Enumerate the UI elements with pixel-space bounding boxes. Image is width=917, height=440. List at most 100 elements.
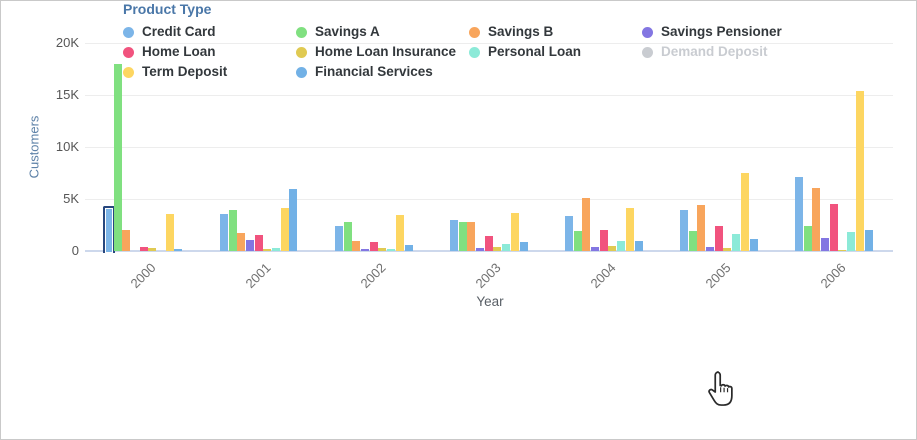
legend-dot-icon (296, 46, 307, 58)
bar-financial-services-2002[interactable] (404, 244, 413, 251)
hand-pointer-icon (704, 370, 739, 416)
legend-dot-icon (123, 46, 134, 58)
bar-term-deposit-2003[interactable] (510, 212, 519, 251)
bar-financial-services-2006[interactable] (864, 230, 873, 251)
bar-savings-pensioner-2003[interactable] (476, 247, 484, 251)
x-tick-label-2004: 2004 (587, 260, 619, 292)
bar-credit-card-2005[interactable] (679, 210, 688, 251)
bar-home-loan-2001[interactable] (254, 235, 263, 251)
bar-financial-services-2003[interactable] (519, 241, 528, 251)
bar-personal-loan-2003[interactable] (502, 243, 511, 251)
bar-savings-a-2000[interactable] (113, 63, 122, 251)
legend-dot-icon (642, 26, 653, 38)
bar-credit-card-2001[interactable] (219, 213, 228, 251)
y-gridline (85, 95, 893, 96)
bar-home-loan-insurance-2000[interactable] (148, 248, 157, 251)
legend-item-label: Home Loan (142, 44, 216, 59)
legend-item-label: Credit Card (142, 24, 216, 39)
bar-savings-a-2004[interactable] (573, 231, 582, 251)
bar-home-loan-insurance-2006[interactable] (838, 250, 847, 251)
bar-savings-pensioner-2002[interactable] (361, 248, 369, 251)
bar-savings-pensioner-2005[interactable] (706, 246, 714, 251)
bar-credit-card-2002[interactable] (334, 226, 343, 251)
bar-home-loan-2000[interactable] (139, 246, 148, 251)
bar-home-loan-2004[interactable] (599, 230, 608, 251)
bar-term-deposit-2004[interactable] (625, 208, 634, 251)
bar-credit-card-2004[interactable] (564, 215, 573, 251)
legend-item-savings-b[interactable]: Savings B (469, 25, 642, 39)
bar-home-loan-2003[interactable] (484, 236, 493, 251)
bar-home-loan-insurance-2003[interactable] (493, 246, 502, 251)
bar-home-loan-insurance-2005[interactable] (723, 247, 732, 251)
legend-item-term-deposit[interactable]: Term Deposit (123, 65, 296, 79)
y-gridline (85, 199, 893, 200)
bar-savings-b-2002[interactable] (352, 241, 361, 251)
legend-item-financial-services[interactable]: Financial Services (296, 65, 469, 79)
legend-title: Product Type (123, 1, 212, 17)
x-tick-label-2005: 2005 (702, 260, 734, 292)
bar-term-deposit-2001[interactable] (280, 208, 289, 251)
legend-dot-icon (123, 26, 134, 38)
bar-home-loan-insurance-2004[interactable] (608, 245, 617, 251)
bar-savings-b-2004[interactable] (582, 198, 591, 251)
legend-item-label: Term Deposit (142, 64, 228, 79)
bar-savings-a-2006[interactable] (803, 226, 812, 251)
bar-personal-loan-2004[interactable] (617, 240, 626, 251)
y-gridline (85, 147, 893, 148)
bar-savings-a-2005[interactable] (688, 231, 697, 251)
legend-item-home-loan-insurance[interactable]: Home Loan Insurance (296, 45, 469, 59)
x-tick-label-2002: 2002 (357, 260, 389, 292)
legend-item-savings-pensioner[interactable]: Savings Pensioner (642, 25, 916, 39)
legend-item-label: Demand Deposit (661, 44, 768, 59)
y-tick-label: 5K (63, 191, 79, 206)
legend-dot-icon (123, 66, 134, 78)
legend-item-savings-a[interactable]: Savings A (296, 25, 469, 39)
x-tick-label-2006: 2006 (817, 260, 849, 292)
bar-savings-b-2000[interactable] (122, 230, 131, 251)
legend-item-home-loan[interactable]: Home Loan (123, 45, 296, 59)
bar-financial-services-2001[interactable] (289, 188, 298, 251)
bar-savings-a-2001[interactable] (228, 210, 237, 251)
y-tick-label: 10K (55, 139, 79, 154)
bar-term-deposit-2005[interactable] (740, 173, 749, 251)
bar-term-deposit-2000[interactable] (165, 213, 174, 251)
bar-home-loan-2005[interactable] (714, 226, 723, 251)
bar-savings-a-2002[interactable] (343, 221, 352, 251)
legend-item-label: Savings A (315, 24, 380, 39)
legend-item-credit-card[interactable]: Credit Card (123, 25, 296, 39)
legend-dot-icon (296, 26, 307, 38)
bar-savings-pensioner-2001[interactable] (245, 239, 254, 251)
legend: Product Type Credit Card Savings A Savings… (1, 1, 916, 79)
bar-term-deposit-2002[interactable] (395, 214, 404, 251)
y-tick-label: 20K (55, 35, 79, 50)
bar-home-loan-insurance-2001[interactable] (263, 249, 272, 251)
bar-savings-pensioner-2006[interactable] (821, 237, 829, 251)
legend-item-label: Savings Pensioner (661, 24, 782, 39)
bar-term-deposit-2006[interactable] (855, 90, 864, 251)
legend-item-demand-deposit[interactable]: Demand Deposit (642, 45, 916, 59)
bar-savings-a-2003[interactable] (458, 221, 467, 251)
bar-financial-services-2000[interactable] (174, 249, 183, 251)
legend-dot-icon (469, 46, 480, 58)
bar-savings-b-2005[interactable] (697, 205, 706, 251)
bar-home-loan-2002[interactable] (369, 242, 378, 251)
bar-home-loan-2006[interactable] (829, 204, 838, 251)
x-tick-label-2000: 2000 (127, 260, 159, 292)
legend-item-label: Home Loan Insurance (315, 44, 457, 59)
legend-item-personal-loan[interactable]: Personal Loan (469, 45, 642, 59)
bar-personal-loan-2002[interactable] (387, 248, 396, 251)
bar-financial-services-2005[interactable] (749, 238, 758, 251)
bar-financial-services-2004[interactable] (634, 240, 643, 251)
bar-credit-card-2006[interactable] (794, 177, 803, 251)
bar-savings-b-2006[interactable] (812, 187, 821, 251)
bar-personal-loan-2006[interactable] (847, 232, 856, 251)
bar-savings-b-2003[interactable] (467, 221, 476, 251)
bar-savings-pensioner-2004[interactable] (591, 247, 599, 251)
bar-personal-loan-2005[interactable] (732, 234, 741, 251)
bar-credit-card-2003[interactable] (449, 219, 458, 251)
bar-home-loan-insurance-2002[interactable] (378, 248, 387, 251)
bar-savings-b-2001[interactable] (237, 233, 246, 251)
bar-personal-loan-2001[interactable] (272, 247, 281, 251)
